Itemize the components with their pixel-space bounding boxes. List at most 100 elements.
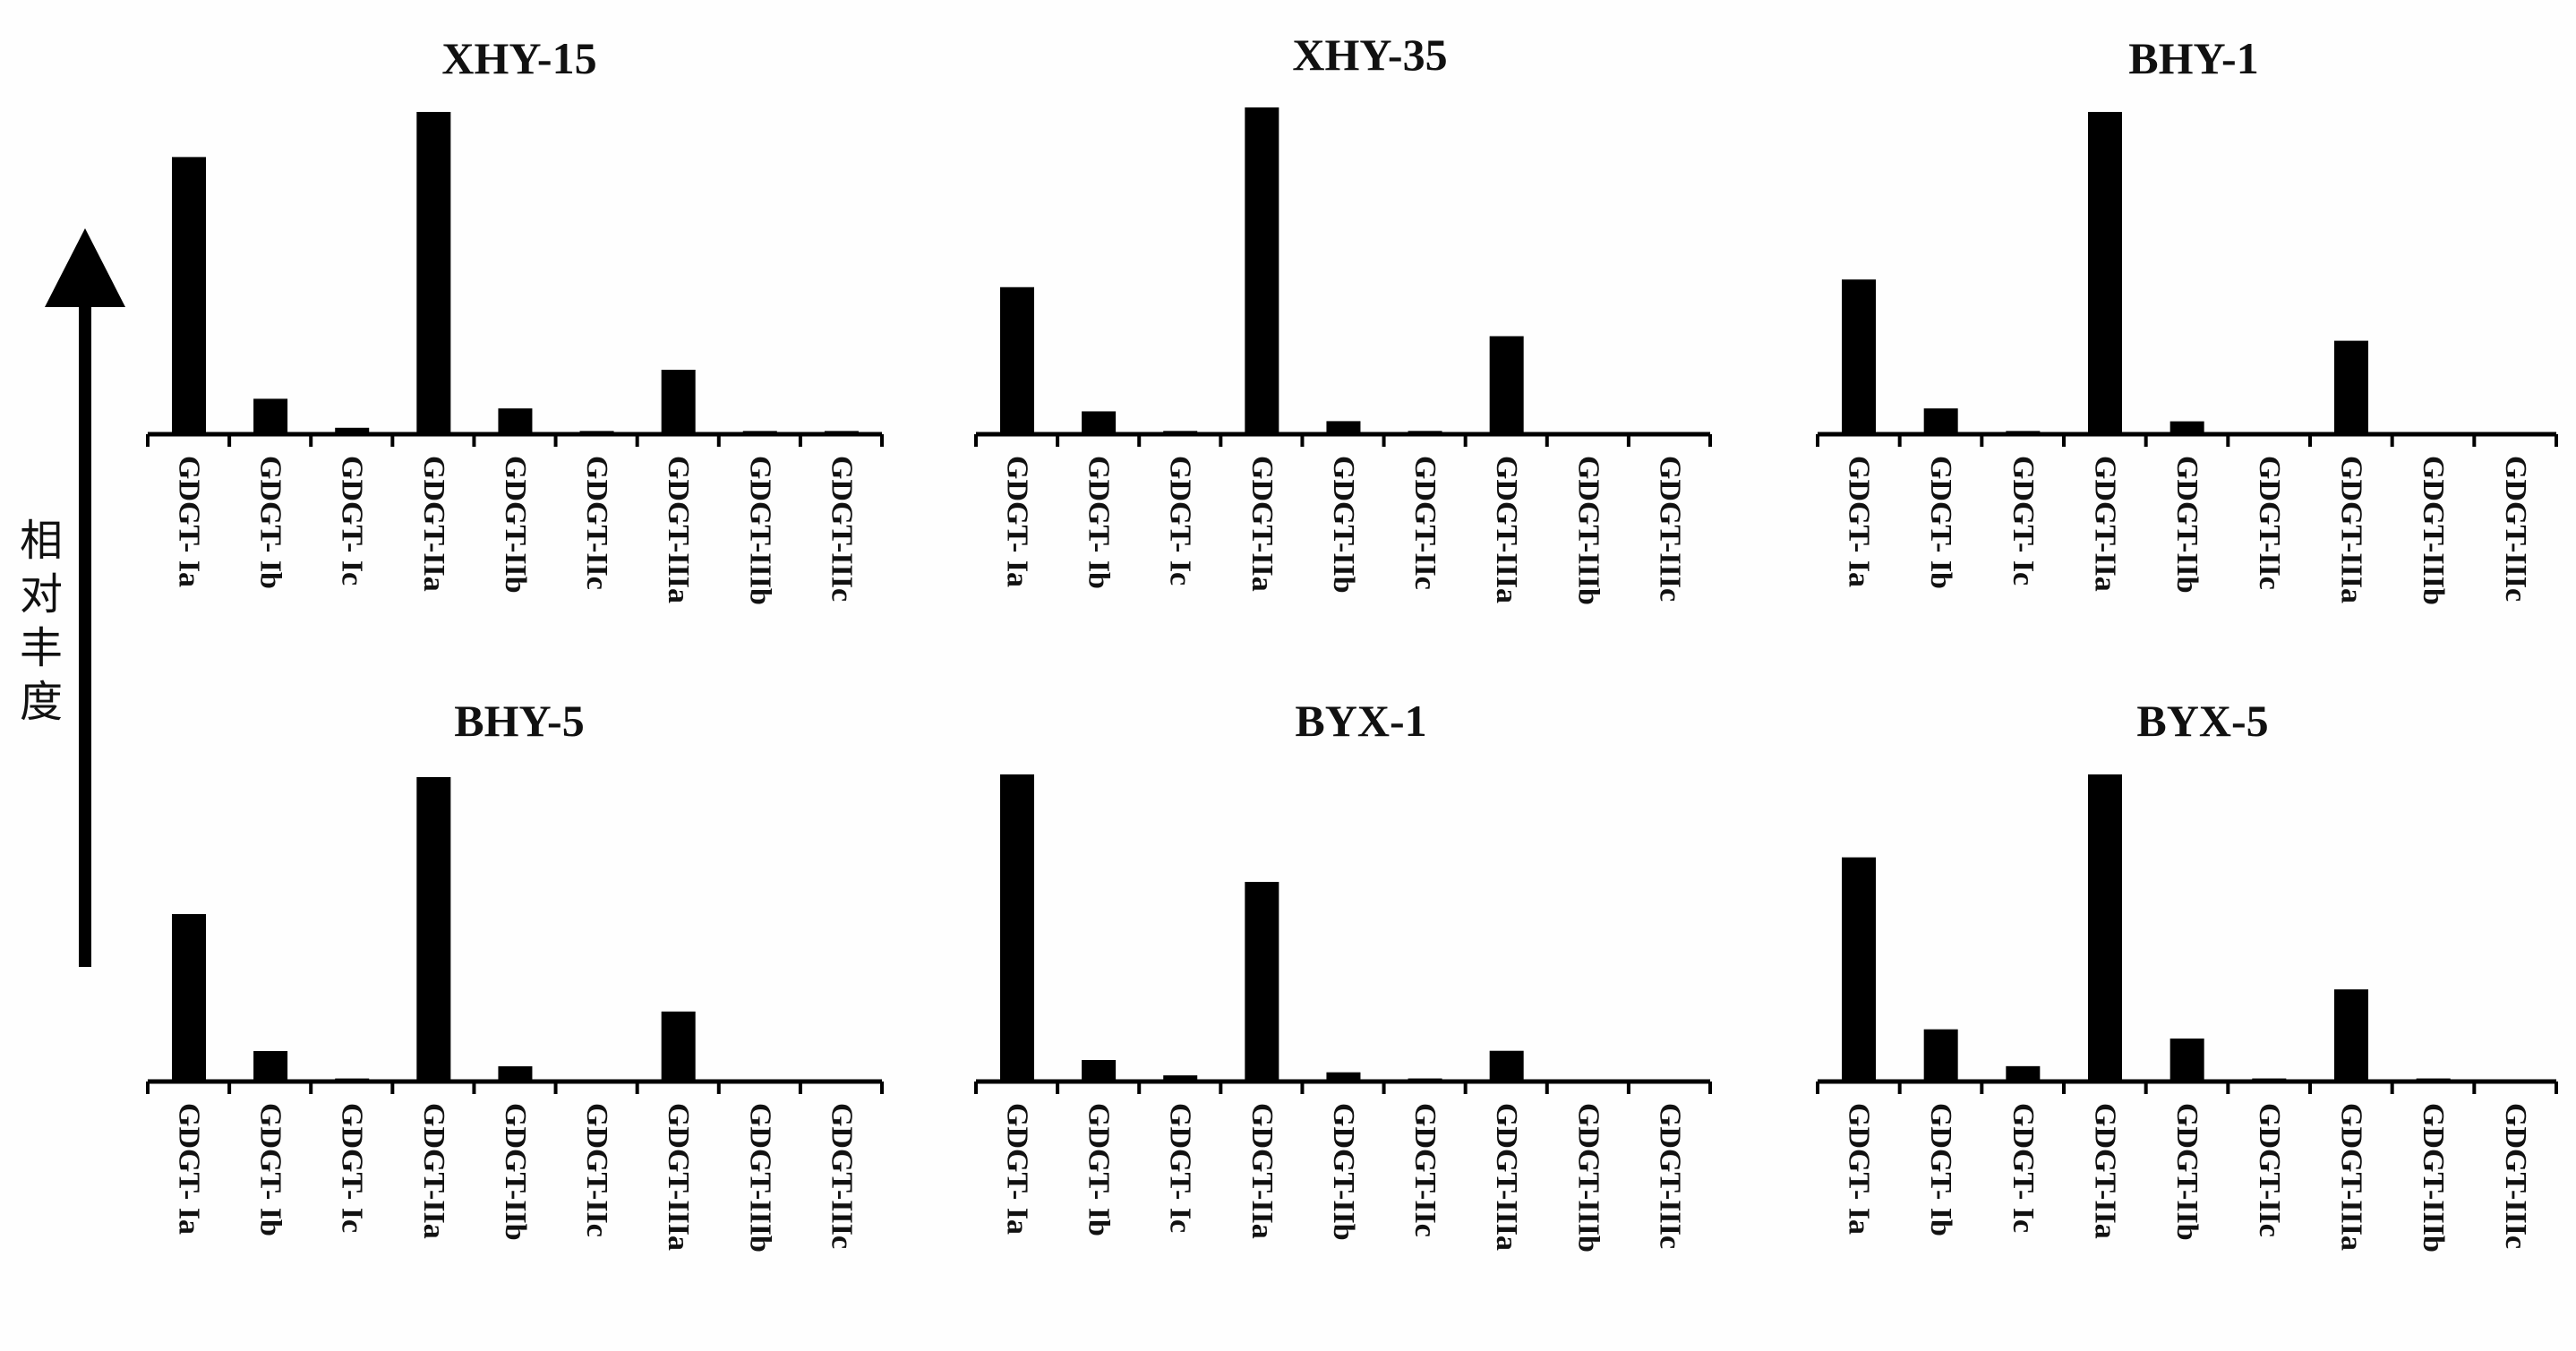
x-tick-label: GDGT-IIa bbox=[417, 456, 450, 592]
bar bbox=[1082, 1059, 1117, 1082]
x-tick-label: GDGT-IIIa bbox=[1490, 456, 1523, 603]
x-tick-label: GDGT- Ia bbox=[1001, 1103, 1034, 1235]
y-axis-label-char-3: 丰 bbox=[20, 623, 63, 673]
chart-title: XHY-15 bbox=[441, 33, 596, 83]
bar bbox=[1489, 336, 1524, 434]
bar bbox=[579, 1080, 614, 1082]
x-tick-label: GDGT- Ib bbox=[1924, 1103, 1957, 1236]
bar bbox=[824, 1080, 859, 1082]
x-tick-label: GDGT-IIa bbox=[2089, 456, 2122, 592]
x-tick-label: GDGT-IIb bbox=[2170, 456, 2204, 594]
x-tick-label: GDGT-IIc bbox=[1408, 1103, 1442, 1237]
bar bbox=[1923, 408, 1958, 434]
x-tick-label: GDGT-IIb bbox=[2170, 1103, 2204, 1241]
x-tick-label: GDGT- Ib bbox=[1083, 1103, 1116, 1236]
bar bbox=[1000, 286, 1034, 434]
bar bbox=[498, 408, 533, 434]
bar bbox=[1652, 1080, 1687, 1082]
bar bbox=[661, 370, 696, 434]
bar bbox=[824, 431, 859, 434]
bar bbox=[2006, 1065, 2041, 1082]
x-tick-label: GDGT-IIIa bbox=[2335, 456, 2368, 603]
x-tick-label: GDGT-IIIc bbox=[825, 456, 858, 602]
bar bbox=[1570, 432, 1605, 434]
x-tick-label: GDGT-IIIc bbox=[1653, 456, 1686, 602]
x-tick-label: GDGT-IIc bbox=[2253, 456, 2286, 590]
x-tick-label: GDGT-IIIb bbox=[2417, 456, 2450, 605]
bar bbox=[498, 1066, 533, 1082]
bar bbox=[2498, 432, 2533, 434]
y-axis-arrow bbox=[45, 228, 125, 967]
x-tick-label: GDGT- Ic bbox=[1164, 456, 1197, 586]
bar bbox=[1163, 1075, 1198, 1082]
bar bbox=[1923, 1029, 1958, 1082]
bar bbox=[2252, 432, 2287, 434]
bar bbox=[253, 1051, 288, 1082]
x-tick-label: GDGT- Ic bbox=[336, 1103, 369, 1233]
bar bbox=[1326, 421, 1361, 434]
bar bbox=[1570, 1080, 1605, 1082]
bar bbox=[2169, 1038, 2204, 1082]
bar bbox=[2416, 432, 2451, 434]
x-tick-label: GDGT-IIIa bbox=[2335, 1103, 2368, 1251]
x-tick-label: GDGT-IIc bbox=[580, 456, 613, 590]
y-axis-label-char-2: 对 bbox=[20, 569, 63, 620]
x-tick-label: GDGT-IIa bbox=[1245, 1103, 1279, 1239]
bar bbox=[579, 431, 614, 434]
x-tick-label: GDGT-IIIb bbox=[1571, 1103, 1605, 1253]
bar bbox=[335, 1078, 370, 1082]
bar bbox=[2088, 774, 2122, 1082]
bar bbox=[2169, 421, 2204, 434]
chart-panel: BHY-1 GDGT- Ia GDGT- Ib GDGT- Ic GDGT-IIa GDG… bbox=[1816, 33, 2558, 605]
x-tick-label: GDGT-IIIc bbox=[1653, 1103, 1686, 1249]
bar bbox=[2498, 1080, 2533, 1082]
bar bbox=[2334, 989, 2368, 1082]
x-tick-label: GDGT-IIb bbox=[1327, 456, 1360, 594]
y-axis-label: 相 对 丰 度 bbox=[20, 516, 63, 727]
bar bbox=[253, 398, 288, 434]
bar bbox=[172, 914, 206, 1082]
x-tick-label: GDGT-IIb bbox=[1327, 1103, 1360, 1241]
y-axis-label-char-4: 度 bbox=[20, 677, 63, 727]
x-tick-label: GDGT-IIIa bbox=[662, 456, 695, 603]
chart-title: BHY-5 bbox=[454, 696, 584, 746]
bar bbox=[1489, 1050, 1524, 1082]
bar bbox=[742, 1080, 777, 1082]
bar bbox=[742, 431, 777, 434]
bar bbox=[2334, 340, 2368, 434]
x-tick-label: GDGT-IIc bbox=[580, 1103, 613, 1237]
bar bbox=[1652, 432, 1687, 434]
bar bbox=[2088, 112, 2122, 434]
bar bbox=[1408, 431, 1442, 434]
x-tick-label: GDGT-IIIb bbox=[743, 456, 776, 605]
x-tick-label: GDGT- Ic bbox=[1164, 1103, 1197, 1233]
bar bbox=[172, 157, 206, 434]
x-tick-label: GDGT-IIb bbox=[499, 456, 532, 594]
chart-panel: BYX-1 GDGT- Ia GDGT- Ib GDGT- Ic GDGT-IIa GDG… bbox=[974, 696, 1712, 1253]
bar bbox=[1842, 857, 1876, 1082]
chart-title: BHY-1 bbox=[2128, 33, 2258, 83]
bar bbox=[2416, 1078, 2451, 1082]
x-tick-label: GDGT-IIb bbox=[499, 1103, 532, 1241]
x-tick-label: GDGT-IIc bbox=[1408, 456, 1442, 590]
x-tick-label: GDGT-IIIc bbox=[825, 1103, 858, 1249]
x-tick-label: GDGT-IIa bbox=[417, 1103, 450, 1239]
x-tick-label: GDGT-IIIb bbox=[2417, 1103, 2450, 1253]
x-tick-label: GDGT-IIIa bbox=[1490, 1103, 1523, 1251]
x-tick-label: GDGT- Ia bbox=[1001, 456, 1034, 587]
x-tick-label: GDGT- Ib bbox=[1924, 456, 1957, 589]
bar bbox=[1842, 279, 1876, 434]
x-tick-label: GDGT-IIa bbox=[2089, 1103, 2122, 1239]
x-tick-label: GDGT- Ia bbox=[1843, 1103, 1876, 1235]
bar bbox=[1082, 411, 1117, 434]
bar bbox=[2252, 1078, 2287, 1082]
chart-title: XHY-35 bbox=[1292, 30, 1447, 80]
chart-panels: XHY-15 GDGT- Ia GDGT- Ib GDGT- Ic GDGT-IIa GD… bbox=[146, 30, 2558, 1253]
chart-title: BYX-1 bbox=[1295, 696, 1426, 746]
x-tick-label: GDGT- Ia bbox=[1843, 456, 1876, 587]
x-tick-label: GDGT-IIIc bbox=[2499, 1103, 2532, 1249]
bar bbox=[1326, 1072, 1361, 1082]
x-tick-label: GDGT- Ib bbox=[1083, 456, 1116, 589]
x-tick-label: GDGT-IIIa bbox=[662, 1103, 695, 1251]
x-tick-label: GDGT-IIIb bbox=[1571, 456, 1605, 605]
